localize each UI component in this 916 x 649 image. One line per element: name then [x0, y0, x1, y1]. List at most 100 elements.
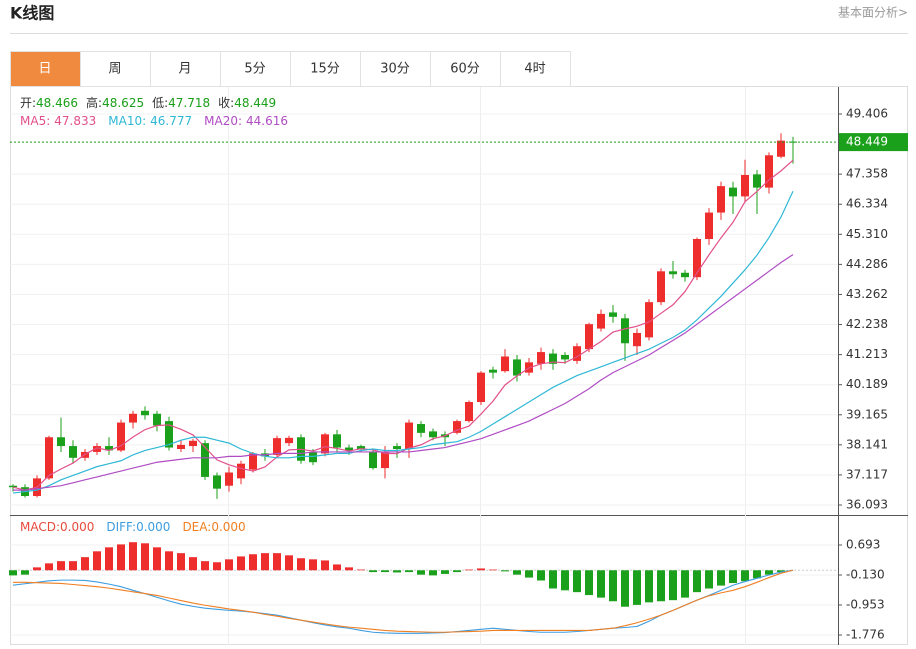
- y-tick-label: 44.286: [846, 257, 888, 271]
- macd-bar: [669, 570, 677, 601]
- tab-label[interactable]: 月: [178, 62, 191, 77]
- candle-body: [609, 312, 617, 317]
- legend-value: 0.000: [136, 520, 170, 534]
- candle-body: [753, 174, 761, 188]
- macd-bar: [441, 570, 449, 574]
- tab-label[interactable]: 4时: [524, 62, 545, 77]
- macd-bar: [105, 547, 113, 571]
- ohlc-value: 48.466: [36, 96, 78, 110]
- candle-body: [645, 302, 653, 338]
- candle-body: [561, 355, 569, 360]
- macd-bar: [405, 570, 413, 573]
- macd-bar: [705, 570, 713, 589]
- last-price-tag: [839, 133, 908, 152]
- tab[interactable]: [10, 51, 81, 87]
- tab-label[interactable]: 15分: [310, 62, 340, 77]
- y-tick-label: 38.141: [846, 437, 888, 451]
- macd-bar: [465, 569, 473, 571]
- ohlc-label: 高:: [86, 95, 102, 110]
- macd-bar: [321, 560, 329, 571]
- macd-bar: [429, 570, 437, 576]
- candle-body: [621, 318, 629, 344]
- macd-bar: [117, 544, 125, 571]
- last-price-label: 48.449: [846, 135, 888, 149]
- macd-bar: [501, 570, 509, 572]
- macd-bar: [9, 570, 17, 576]
- candle-body: [501, 356, 509, 372]
- ma-line: [12, 190, 794, 494]
- macd-bar: [609, 570, 617, 602]
- macd-bar: [249, 554, 257, 571]
- macd-bar: [333, 564, 341, 571]
- tab[interactable]: [430, 51, 501, 87]
- legend-label: MA10:: [108, 114, 146, 128]
- y-tick-label: 46.334: [846, 197, 888, 211]
- macd-bar: [93, 551, 101, 571]
- macd-bar: [261, 553, 269, 571]
- candle-body: [393, 446, 401, 450]
- macd-bar: [561, 570, 569, 591]
- macd-bar: [141, 543, 149, 571]
- ma-line: [13, 254, 794, 491]
- macd-bar: [693, 570, 701, 593]
- candle-body: [681, 272, 689, 278]
- macd-bar: [225, 559, 233, 571]
- macd-line: [13, 569, 794, 633]
- candle-body: [165, 421, 173, 448]
- candle-body: [381, 451, 389, 469]
- macd-bar: [309, 559, 317, 571]
- candle-body: [237, 463, 245, 479]
- candle-body: [249, 453, 257, 470]
- macd-bar: [369, 570, 377, 573]
- macd-bar: [585, 570, 593, 596]
- tab[interactable]: [150, 51, 221, 87]
- candle-body: [69, 446, 77, 458]
- macd-bar: [525, 570, 533, 578]
- tab[interactable]: [500, 51, 571, 87]
- macd-bar: [681, 570, 689, 598]
- macd-bar: [345, 567, 353, 571]
- y-tick-label: -0.953: [846, 598, 885, 612]
- ohlc-info: 开:48.466 高:48.625 低:47.718 收:48.449: [20, 95, 276, 110]
- ohlc-value: 48.449: [234, 96, 276, 110]
- tab-label[interactable]: 日: [38, 62, 51, 77]
- y-tick-label: 0.693: [846, 538, 880, 552]
- macd-bar: [237, 556, 245, 571]
- macd-bar: [21, 570, 29, 575]
- macd-bar: [621, 570, 629, 607]
- y-tick-label: 47.358: [846, 167, 888, 181]
- macd-bar: [285, 555, 293, 571]
- fundamental-link[interactable]: 基本面分析>: [838, 6, 908, 20]
- candle-body: [105, 446, 113, 451]
- macd-bar: [597, 570, 605, 598]
- tab[interactable]: [80, 51, 151, 87]
- tab-label[interactable]: 5分: [244, 62, 265, 77]
- macd-bar: [45, 563, 53, 571]
- macd-legend: MACD:0.000 DIFF:0.000 DEA:0.000: [20, 520, 246, 534]
- candle-body: [465, 402, 473, 422]
- tab-label[interactable]: 60分: [450, 62, 480, 77]
- candle-body: [357, 446, 365, 450]
- y-tick-label: 49.406: [846, 106, 888, 120]
- candle-body: [129, 413, 137, 423]
- candle-body: [777, 140, 785, 157]
- candle-body: [765, 155, 773, 188]
- candle-body: [117, 422, 125, 451]
- candle-body: [9, 485, 17, 488]
- candle-body: [669, 271, 677, 275]
- macd-bar: [393, 570, 401, 573]
- tab[interactable]: [290, 51, 361, 87]
- tab-label[interactable]: 周: [108, 62, 121, 77]
- macd-bar: [297, 558, 305, 571]
- macd-bar: [741, 570, 749, 582]
- y-tick-label: 43.262: [846, 287, 888, 301]
- candle-body: [225, 472, 233, 486]
- macd-bar: [573, 570, 581, 593]
- macd-bar: [69, 561, 77, 571]
- legend-value: 46.777: [150, 114, 192, 128]
- legend-value: 44.616: [246, 114, 288, 128]
- candle-body: [213, 475, 221, 489]
- tab[interactable]: [220, 51, 291, 87]
- candle-body: [705, 212, 713, 239]
- tab-label[interactable]: 30分: [380, 62, 410, 77]
